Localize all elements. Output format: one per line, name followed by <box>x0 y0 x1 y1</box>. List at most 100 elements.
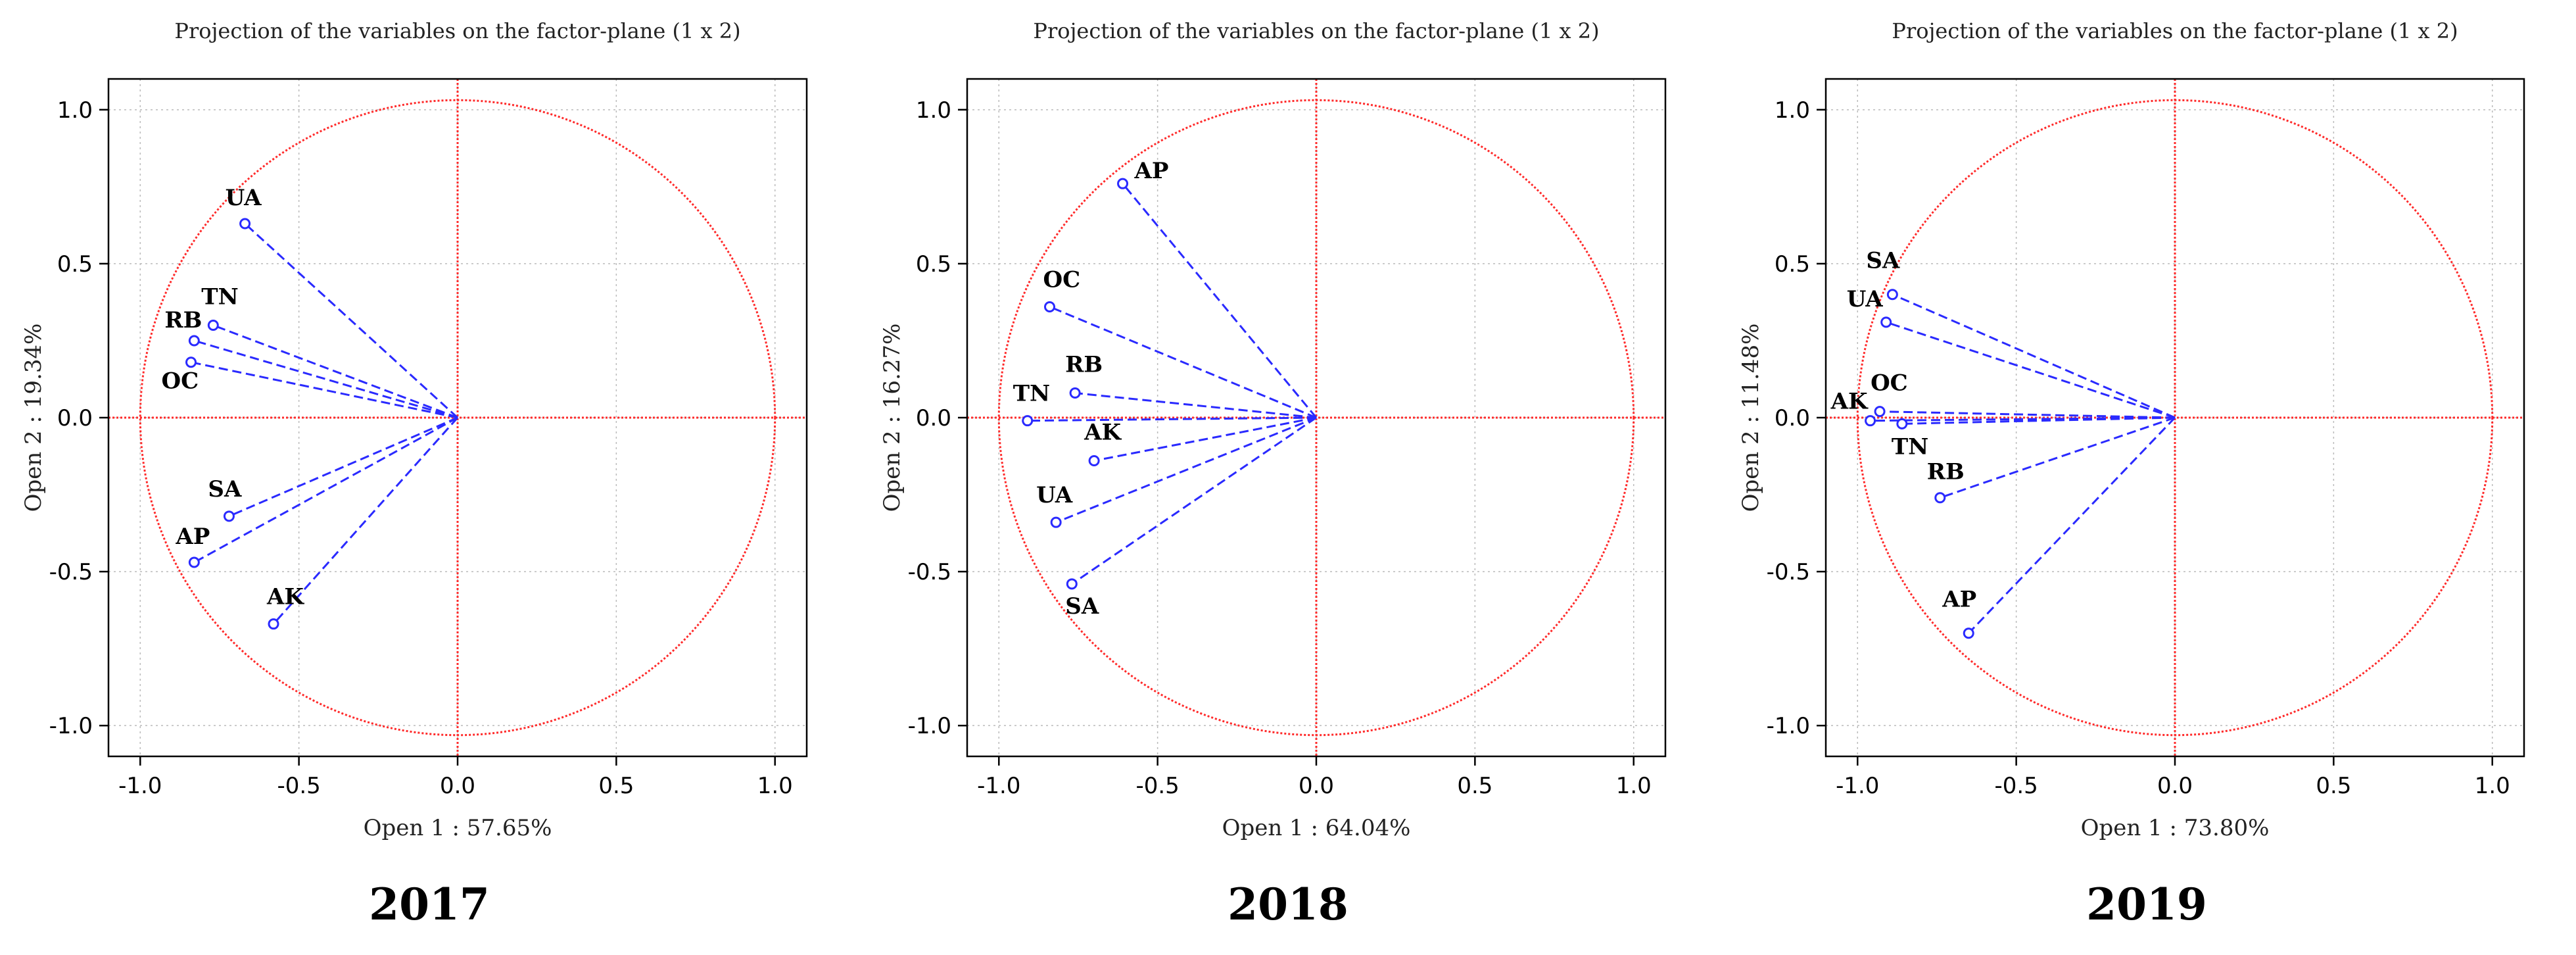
point-ak <box>1865 415 1876 427</box>
point-label-ap: AP <box>1942 587 1976 613</box>
y-axis-label: Open 2 : 16.27% <box>879 324 905 512</box>
y-tick-label: 0.0 <box>57 405 93 431</box>
chart-svg: Projection of the variables on the facto… <box>20 18 808 841</box>
point-label-ua: UA <box>1847 286 1884 312</box>
x-tick-label: 1.0 <box>2475 773 2510 799</box>
year-caption: 2017 <box>369 879 490 930</box>
point-label-sa: SA <box>1866 248 1900 274</box>
y-tick-label: -1.0 <box>908 713 951 739</box>
x-tick-label: -1.0 <box>977 773 1020 799</box>
vector-line-tn <box>1027 416 1317 422</box>
vector-line-sa <box>1892 293 2176 419</box>
chart-panel-2017: Projection of the variables on the facto… <box>0 0 859 955</box>
point-label-rb: RB <box>1065 352 1103 378</box>
vector-line-rb <box>193 339 458 419</box>
vector-line-rb <box>1074 392 1317 419</box>
x-tick-label: 1.0 <box>1616 773 1652 799</box>
y-tick-label: -0.5 <box>49 559 93 585</box>
y-tick-label: 1.0 <box>57 97 93 124</box>
vector-line-rb <box>1940 416 2176 499</box>
point-sa <box>1886 289 1898 301</box>
point-ak <box>1088 455 1100 467</box>
point-label-tn: TN <box>201 284 238 310</box>
chart-svg: Projection of the variables on the facto… <box>1738 18 2525 841</box>
point-label-ak: AK <box>1830 389 1869 415</box>
point-rb <box>188 335 200 347</box>
vector-line-sa <box>228 416 458 518</box>
x-axis-label: Open 1 : 64.04% <box>1222 815 1411 841</box>
chart-title: Projection of the variables on the facto… <box>174 18 740 43</box>
y-axis-label: Open 2 : 11.48% <box>1738 324 1764 512</box>
y-tick-label: 1.0 <box>1775 97 1810 124</box>
y-tick-label: 1.0 <box>916 97 951 124</box>
vector-line-ak <box>1870 416 2176 422</box>
x-tick-label: -0.5 <box>1994 773 2038 799</box>
y-tick-label: -0.5 <box>1767 559 1810 585</box>
point-label-rb: RB <box>1927 459 1965 485</box>
vector-line-ak <box>1093 416 1317 462</box>
point-rb <box>1069 387 1081 399</box>
x-tick-label: -1.0 <box>118 773 162 799</box>
vector-line-ap <box>1122 183 1318 418</box>
y-tick-label: -0.5 <box>908 559 951 585</box>
vector-line-oc <box>1049 306 1317 419</box>
chart-title: Projection of the variables on the facto… <box>1892 18 2458 43</box>
point-label-oc: OC <box>1871 370 1908 397</box>
point-rb <box>1934 492 1946 504</box>
year-caption: 2018 <box>1228 879 1348 930</box>
y-tick-label: 0.5 <box>916 251 951 278</box>
point-label-ap: AP <box>175 524 210 550</box>
point-label-tn: TN <box>1013 381 1050 407</box>
y-tick-label: -1.0 <box>49 713 93 739</box>
chart-svg: Projection of the variables on the facto… <box>879 18 1667 841</box>
x-tick-label: 0.5 <box>2316 773 2351 799</box>
point-ua <box>1880 316 1892 328</box>
x-tick-label: -0.5 <box>277 773 320 799</box>
point-sa <box>223 510 235 522</box>
point-label-ap: AP <box>1134 158 1169 184</box>
point-ua <box>239 218 251 230</box>
chart-panel-2018: Projection of the variables on the facto… <box>859 0 1717 955</box>
y-tick-label: -1.0 <box>1767 713 1810 739</box>
vector-line-tn <box>1901 416 2176 425</box>
y-axis-label: Open 2 : 19.34% <box>20 324 47 512</box>
point-label-ua: UA <box>226 185 262 211</box>
x-tick-label: 0.0 <box>440 773 475 799</box>
point-oc <box>1044 301 1056 312</box>
point-ak <box>268 618 279 630</box>
y-tick-label: 0.5 <box>1775 251 1810 278</box>
point-ap <box>1963 627 1974 639</box>
chart-title: Projection of the variables on the facto… <box>1033 18 1599 43</box>
point-label-rb: RB <box>164 307 202 333</box>
x-tick-label: 0.5 <box>1457 773 1492 799</box>
vector-line-ap <box>193 416 458 564</box>
point-label-sa: SA <box>208 476 242 502</box>
vector-line-oc <box>191 361 458 419</box>
point-oc <box>1874 406 1886 418</box>
vector-line-ua <box>1886 321 2176 419</box>
x-axis-label: Open 1 : 73.80% <box>2081 815 2270 841</box>
vector-line-tn <box>212 324 458 419</box>
x-tick-label: -1.0 <box>1836 773 1879 799</box>
y-tick-label: 0.5 <box>57 251 93 278</box>
point-tn <box>1896 418 1908 429</box>
x-tick-label: 0.5 <box>598 773 634 799</box>
chart-panel-2019: Projection of the variables on the facto… <box>1717 0 2576 955</box>
point-label-ak: AK <box>1084 420 1122 446</box>
point-ap <box>1117 178 1129 189</box>
point-sa <box>1066 578 1078 590</box>
x-tick-label: 0.0 <box>1299 773 1334 799</box>
vector-line-oc <box>1880 410 2176 419</box>
vector-line-ua <box>244 222 459 419</box>
vector-line-ua <box>1055 416 1317 524</box>
vector-line-sa <box>1071 416 1317 585</box>
x-tick-label: 0.0 <box>2157 773 2193 799</box>
y-tick-label: 0.0 <box>1775 405 1810 431</box>
point-ua <box>1050 516 1062 528</box>
point-label-sa: SA <box>1065 593 1099 620</box>
point-oc <box>185 356 197 368</box>
point-label-ak: AK <box>266 584 304 610</box>
year-caption: 2019 <box>2086 879 2207 930</box>
x-tick-label: 1.0 <box>757 773 793 799</box>
